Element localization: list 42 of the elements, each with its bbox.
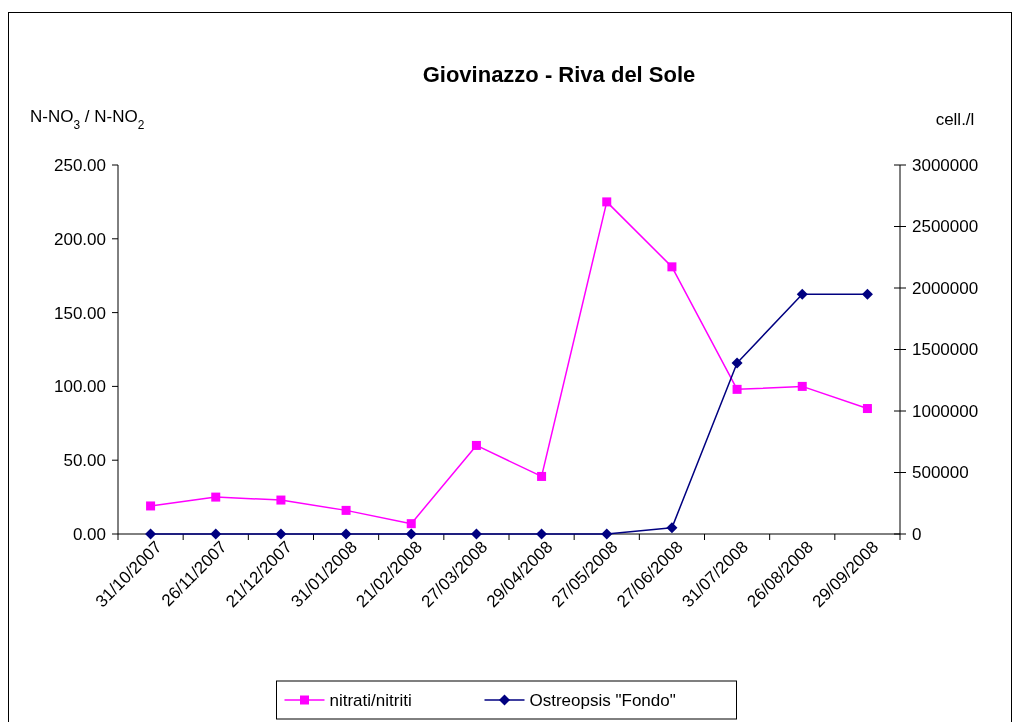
point (536, 528, 548, 540)
point (210, 528, 222, 540)
y2-tick-label: 500000 (912, 463, 969, 483)
y2-tick-label: 3000000 (912, 155, 979, 175)
legend-label: nitrati/nitriti (329, 690, 412, 710)
y2-tick-label: 0 (912, 524, 922, 544)
point (471, 440, 481, 450)
chart-title: Giovinazzo - Riva del Sole (422, 62, 696, 87)
point (146, 501, 156, 511)
point (275, 528, 287, 540)
y-tick-label: 150.00 (54, 303, 106, 323)
point (862, 404, 872, 414)
point (405, 528, 417, 540)
y2-tick-label: 1500000 (912, 340, 979, 360)
y-tick-label: 50.00 (63, 451, 106, 471)
y-tick-label: 250.00 (54, 155, 106, 175)
point (667, 262, 677, 272)
point (276, 495, 286, 505)
point (602, 197, 612, 207)
point (341, 505, 351, 515)
y2-tick-label: 2500000 (912, 217, 979, 237)
y-tick-label: 100.00 (54, 377, 106, 397)
point (211, 492, 221, 502)
point (732, 384, 742, 394)
y-tick-label: 200.00 (54, 229, 106, 249)
point (861, 288, 873, 300)
point (731, 357, 743, 369)
y-tick-label: 0.00 (72, 524, 106, 544)
legend-label: Ostreopsis "Fondo" (529, 690, 676, 710)
point (537, 471, 547, 481)
point (796, 288, 808, 300)
point (666, 522, 678, 534)
point (797, 381, 807, 391)
y2-tick-label: 2000000 (912, 278, 979, 298)
y2-tick-label: 1000000 (912, 401, 979, 421)
point (406, 519, 416, 529)
point (601, 528, 613, 540)
y2-axis-title: cell./l (935, 110, 975, 129)
point (470, 528, 482, 540)
point (145, 528, 157, 540)
y-axis-title: N-NO$_{3}$ / N-NO$_{2}$ (30, 107, 145, 132)
point (340, 528, 352, 540)
